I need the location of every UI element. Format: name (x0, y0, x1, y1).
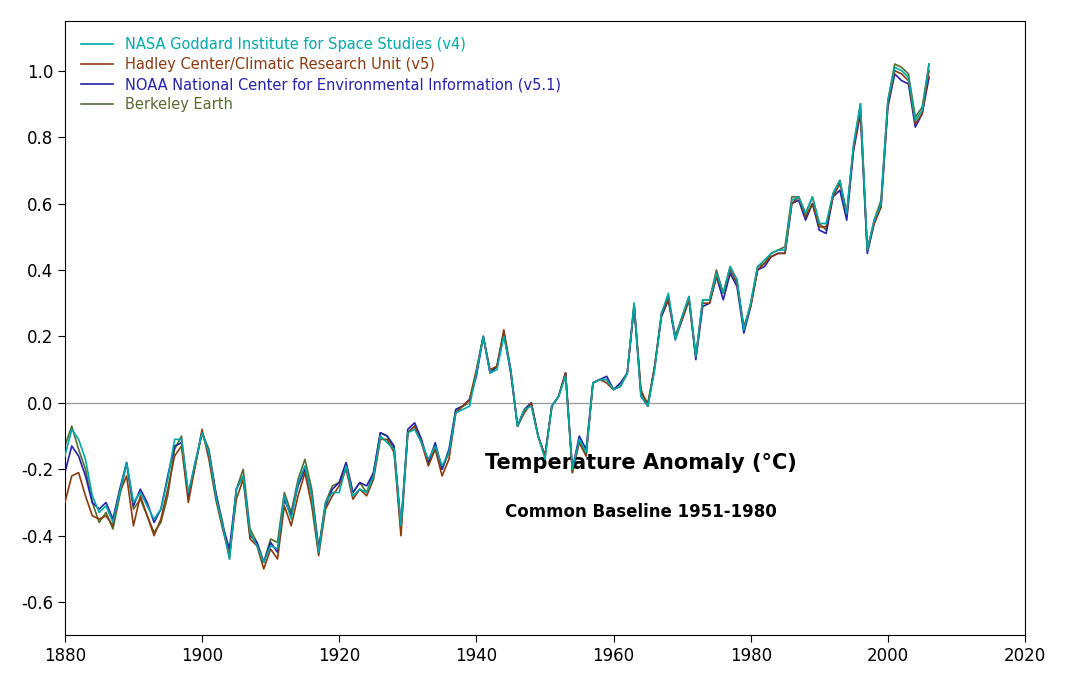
Berkeley Earth (923, 60, 936, 68)
Hadley Center/Climatic Research Unit (v5) (889, 67, 902, 75)
Hadley Center/Climatic Research Unit (v5) (566, 469, 578, 477)
Berkeley Earth (793, 193, 806, 201)
NOAA National Center for Environmental Information (v5.1) (59, 469, 71, 477)
Text: Temperature Anomaly (°C): Temperature Anomaly (°C) (485, 453, 797, 473)
NOAA National Center for Environmental Information (v5.1) (889, 70, 902, 78)
Line: NOAA National Center for Environmental Information (v5.1): NOAA National Center for Environmental I… (65, 74, 929, 563)
Line: Hadley Center/Climatic Research Unit (v5): Hadley Center/Climatic Research Unit (v5… (65, 71, 929, 569)
NOAA National Center for Environmental Information (v5.1) (579, 445, 592, 453)
NASA Goddard Institute for Space Studies (v4) (99, 501, 112, 510)
NOAA National Center for Environmental Information (v5.1) (257, 558, 270, 567)
Text: Common Baseline 1951-1980: Common Baseline 1951-1980 (505, 504, 777, 521)
Hadley Center/Climatic Research Unit (v5) (923, 67, 936, 75)
NOAA National Center for Environmental Information (v5.1) (867, 220, 880, 228)
Hadley Center/Climatic Research Unit (v5) (867, 220, 880, 228)
Line: Berkeley Earth: Berkeley Earth (65, 64, 929, 563)
Hadley Center/Climatic Research Unit (v5) (793, 193, 806, 201)
Berkeley Earth (579, 452, 592, 460)
NASA Goddard Institute for Space Studies (v4) (867, 216, 880, 224)
Berkeley Earth (99, 508, 112, 517)
Berkeley Earth (614, 382, 626, 390)
Legend: NASA Goddard Institute for Space Studies (v4), Hadley Center/Climatic Research U: NASA Goddard Institute for Space Studies… (73, 28, 570, 121)
Berkeley Earth (889, 60, 902, 68)
Hadley Center/Climatic Research Unit (v5) (59, 498, 71, 506)
Berkeley Earth (867, 216, 880, 224)
Berkeley Earth (257, 558, 270, 567)
Berkeley Earth (566, 469, 578, 477)
NASA Goddard Institute for Space Studies (v4) (59, 452, 71, 460)
NOAA National Center for Environmental Information (v5.1) (566, 465, 578, 473)
NASA Goddard Institute for Space Studies (v4) (566, 465, 578, 473)
NOAA National Center for Environmental Information (v5.1) (614, 379, 626, 387)
Berkeley Earth (59, 442, 71, 450)
Line: NASA Goddard Institute for Space Studies (v4): NASA Goddard Institute for Space Studies… (65, 64, 929, 563)
NASA Goddard Institute for Space Studies (v4) (614, 382, 626, 390)
Hadley Center/Climatic Research Unit (v5) (614, 382, 626, 390)
Hadley Center/Climatic Research Unit (v5) (579, 452, 592, 460)
NASA Goddard Institute for Space Studies (v4) (257, 558, 270, 567)
NASA Goddard Institute for Space Studies (v4) (793, 193, 806, 201)
Hadley Center/Climatic Research Unit (v5) (257, 565, 270, 573)
NOAA National Center for Environmental Information (v5.1) (793, 196, 806, 204)
NASA Goddard Institute for Space Studies (v4) (923, 60, 936, 68)
NOAA National Center for Environmental Information (v5.1) (923, 73, 936, 82)
NASA Goddard Institute for Space Studies (v4) (579, 449, 592, 457)
NOAA National Center for Environmental Information (v5.1) (99, 498, 112, 506)
Hadley Center/Climatic Research Unit (v5) (99, 512, 112, 520)
